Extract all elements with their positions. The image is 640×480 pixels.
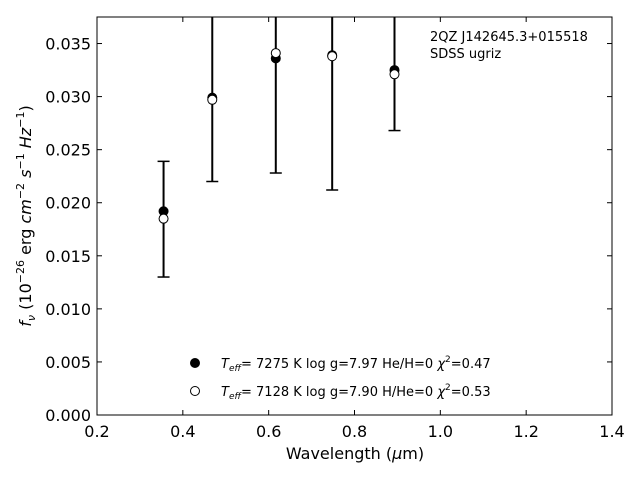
x-tick-label: 0.8	[342, 422, 367, 441]
data-points	[158, 48, 400, 224]
x-tick-label: 1.0	[428, 422, 453, 441]
legend-2-chi2: =0.53	[451, 385, 491, 400]
y-tick-label: 0.005	[45, 353, 91, 372]
legend-2-comp: H/He=0	[382, 385, 433, 400]
legend-1-teff: 7275 K	[256, 357, 302, 372]
x-axis-ticks: 0.2 0.4 0.6 0.8 1.0 1.2 1.4	[84, 17, 625, 441]
point-model-h	[327, 51, 338, 62]
x-tick-label: 1.4	[599, 422, 624, 441]
legend-1-logg: log g=7.97	[306, 357, 378, 372]
x-axis-label: Wavelength (μm)	[286, 444, 424, 463]
y-tick-label: 0.030	[45, 88, 91, 107]
y-tick-label: 0.010	[45, 300, 91, 319]
y-tick-label: 0.000	[45, 406, 91, 425]
legend-entry-2: Teff= 7128 K log g=7.90 H/He=0 χ2=0.53	[221, 383, 491, 402]
legend: Teff= 7275 K log g=7.97 He/H=0 χ2=0.47 T…	[190, 355, 491, 402]
point-model-h	[207, 94, 218, 105]
x-tick-label: 0.6	[256, 422, 281, 441]
y-tick-label: 0.015	[45, 247, 91, 266]
y-tick-label: 0.025	[45, 141, 91, 160]
plot-frame	[96, 16, 613, 416]
legend-marker-filled	[190, 358, 200, 368]
x-tick-label: 0.2	[84, 422, 109, 441]
object-name-annotation: 2QZ J142645.3+015518	[430, 30, 588, 45]
x-tick-label: 0.4	[170, 422, 195, 441]
y-tick-label: 0.035	[45, 35, 91, 54]
point-model-h	[270, 48, 281, 59]
survey-annotation: SDSS ugriz	[430, 47, 501, 62]
legend-2-teff: 7128 K	[256, 385, 302, 400]
x-tick-label: 1.2	[513, 422, 538, 441]
legend-2-logg: log g=7.90	[306, 385, 378, 400]
legend-entry-1: Teff= 7275 K log g=7.97 He/H=0 χ2=0.47	[221, 355, 491, 374]
legend-1-comp: He/H=0	[382, 357, 433, 372]
legend-1-chi2: =0.47	[451, 357, 491, 372]
point-model-h	[158, 213, 169, 224]
y-tick-label: 0.020	[45, 194, 91, 213]
legend-marker-open	[190, 386, 200, 396]
y-axis-label: fν (10−26 erg cm−2 s−1 Hz−1)	[14, 105, 38, 326]
y-axis-ticks: 0.000 0.005 0.010 0.015 0.020 0.025 0.030 0.035	[45, 35, 612, 425]
point-model-h	[389, 69, 400, 80]
